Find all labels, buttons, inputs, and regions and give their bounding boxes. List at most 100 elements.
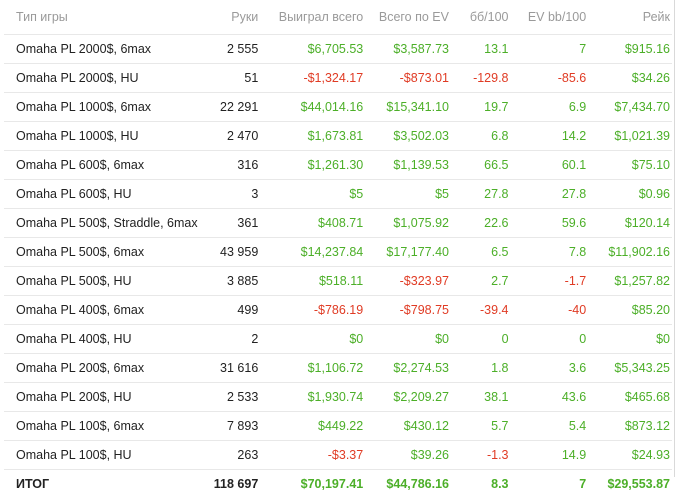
hands-cell: 316 xyxy=(208,151,258,180)
bb100-cell: 6.8 xyxy=(449,122,509,151)
bb100-cell: -39.4 xyxy=(449,296,509,325)
hands-cell: 51 xyxy=(208,64,258,93)
won-total-cell: $1,930.74 xyxy=(258,383,363,412)
game-type-cell: Omaha PL 500$, HU xyxy=(4,267,208,296)
column-header-game-type[interactable]: Тип игры xyxy=(4,0,208,35)
rake-cell: $11,902.16 xyxy=(586,238,672,267)
bb100-cell: 19.7 xyxy=(449,93,509,122)
game-type-cell: Omaha PL 2000$, HU xyxy=(4,64,208,93)
hands-cell: 3 885 xyxy=(208,267,258,296)
ev-bb100-cell: 14.2 xyxy=(509,122,587,151)
ev-total-cell: -$873.01 xyxy=(363,64,449,93)
game-type-cell: ИТОГ xyxy=(4,470,208,498)
game-type-cell: Omaha PL 100$, 6max xyxy=(4,412,208,441)
ev-bb100-cell: 7 xyxy=(509,470,587,498)
ev-bb100-cell: 7.8 xyxy=(509,238,587,267)
hands-cell: 2 533 xyxy=(208,383,258,412)
rake-cell: $75.10 xyxy=(586,151,672,180)
rake-cell: $0.96 xyxy=(586,180,672,209)
ev-total-cell: $17,177.40 xyxy=(363,238,449,267)
won-total-cell: $518.11 xyxy=(258,267,363,296)
won-total-cell: -$1,324.17 xyxy=(258,64,363,93)
bb100-cell: 1.8 xyxy=(449,354,509,383)
bb100-cell: 6.5 xyxy=(449,238,509,267)
won-total-cell: -$3.37 xyxy=(258,441,363,470)
bb100-cell: -1.3 xyxy=(449,441,509,470)
bb100-cell: 8.3 xyxy=(449,470,509,498)
game-type-cell: Omaha PL 200$, HU xyxy=(4,383,208,412)
won-total-cell: $6,705.53 xyxy=(258,35,363,64)
ev-total-cell: $2,209.27 xyxy=(363,383,449,412)
column-header-ev-total[interactable]: Всего по EV xyxy=(363,0,449,35)
rake-cell: $29,553.87 xyxy=(586,470,672,498)
hands-cell: 3 xyxy=(208,180,258,209)
game-type-cell: Omaha PL 200$, 6max xyxy=(4,354,208,383)
stats-panel: Тип игры Руки Выиграл всего Всего по EV … xyxy=(0,0,675,477)
won-total-cell: $408.71 xyxy=(258,209,363,238)
won-total-cell: $449.22 xyxy=(258,412,363,441)
hands-cell: 263 xyxy=(208,441,258,470)
column-header-rake[interactable]: Рейк xyxy=(586,0,672,35)
ev-bb100-cell: -85.6 xyxy=(509,64,587,93)
column-header-bb100[interactable]: бб/100 xyxy=(449,0,509,35)
rake-cell: $1,021.39 xyxy=(586,122,672,151)
won-total-cell: $44,014.16 xyxy=(258,93,363,122)
rake-cell: $0 xyxy=(586,325,672,354)
ev-bb100-cell: 5.4 xyxy=(509,412,587,441)
rake-cell: $7,434.70 xyxy=(586,93,672,122)
won-total-cell: -$786.19 xyxy=(258,296,363,325)
column-header-ev-bb100[interactable]: EV bb/100 xyxy=(509,0,587,35)
won-total-cell: $1,673.81 xyxy=(258,122,363,151)
bb100-cell: 27.8 xyxy=(449,180,509,209)
rake-cell: $34.26 xyxy=(586,64,672,93)
hands-cell: 7 893 xyxy=(208,412,258,441)
ev-total-cell: $15,341.10 xyxy=(363,93,449,122)
game-type-cell: Omaha PL 1000$, HU xyxy=(4,122,208,151)
game-type-cell: Omaha PL 400$, 6max xyxy=(4,296,208,325)
won-total-cell: $14,237.84 xyxy=(258,238,363,267)
bb100-cell: 38.1 xyxy=(449,383,509,412)
hands-cell: 499 xyxy=(208,296,258,325)
game-type-cell: Omaha PL 100$, HU xyxy=(4,441,208,470)
rake-cell: $24.93 xyxy=(586,441,672,470)
ev-total-cell: $1,075.92 xyxy=(363,209,449,238)
ev-bb100-cell: 0 xyxy=(509,325,587,354)
rake-cell: $465.68 xyxy=(586,383,672,412)
column-header-won-total[interactable]: Выиграл всего xyxy=(258,0,363,35)
ev-bb100-cell: -40 xyxy=(509,296,587,325)
ev-bb100-cell: 27.8 xyxy=(509,180,587,209)
rake-cell: $5,343.25 xyxy=(586,354,672,383)
ev-bb100-cell: 7 xyxy=(509,35,587,64)
game-type-cell: Omaha PL 500$, 6max xyxy=(4,238,208,267)
ev-bb100-cell: 60.1 xyxy=(509,151,587,180)
won-total-cell: $0 xyxy=(258,325,363,354)
ev-total-cell: $39.26 xyxy=(363,441,449,470)
won-total-cell: $1,106.72 xyxy=(258,354,363,383)
ev-total-cell: $3,587.73 xyxy=(363,35,449,64)
bb100-cell: -129.8 xyxy=(449,64,509,93)
bb100-cell: 2.7 xyxy=(449,267,509,296)
hands-cell: 31 616 xyxy=(208,354,258,383)
hands-cell: 361 xyxy=(208,209,258,238)
rake-cell: $85.20 xyxy=(586,296,672,325)
ev-bb100-cell: 43.6 xyxy=(509,383,587,412)
column-header-hands[interactable]: Руки xyxy=(208,0,258,35)
ev-bb100-cell: -1.7 xyxy=(509,267,587,296)
